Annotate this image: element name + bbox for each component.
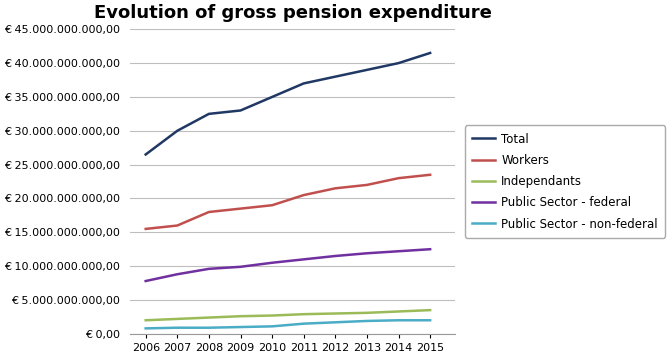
Total: [331, 75, 340, 79]
Workers: [300, 193, 308, 197]
Independants: [236, 314, 244, 318]
Line: Total: Total: [146, 53, 430, 155]
Independants: [173, 317, 181, 321]
Total: [395, 61, 403, 65]
Total: [300, 81, 308, 86]
Public Sector - non-federal: [426, 318, 434, 322]
Public Sector - non-federal: [236, 325, 244, 329]
Line: Public Sector - non-federal: Public Sector - non-federal: [146, 320, 430, 328]
Public Sector - federal: [205, 267, 213, 271]
Workers: [268, 203, 276, 207]
Public Sector - non-federal: [173, 326, 181, 330]
Independants: [395, 309, 403, 313]
Public Sector - non-federal: [205, 326, 213, 330]
Public Sector - federal: [236, 265, 244, 269]
Workers: [331, 186, 340, 190]
Public Sector - non-federal: [363, 319, 371, 323]
Public Sector - federal: [142, 279, 150, 283]
Line: Public Sector - federal: Public Sector - federal: [146, 249, 430, 281]
Independants: [142, 318, 150, 322]
Public Sector - federal: [300, 257, 308, 262]
Workers: [236, 206, 244, 211]
Total: [268, 95, 276, 99]
Total: [236, 108, 244, 112]
Public Sector - non-federal: [268, 324, 276, 328]
Workers: [142, 227, 150, 231]
Workers: [173, 223, 181, 228]
Workers: [205, 210, 213, 214]
Public Sector - non-federal: [395, 318, 403, 322]
Public Sector - federal: [426, 247, 434, 251]
Total: [142, 152, 150, 157]
Title: Evolution of gross pension expenditure: Evolution of gross pension expenditure: [94, 4, 492, 22]
Workers: [395, 176, 403, 180]
Public Sector - non-federal: [300, 322, 308, 326]
Total: [173, 129, 181, 133]
Workers: [363, 183, 371, 187]
Independants: [426, 308, 434, 312]
Line: Independants: Independants: [146, 310, 430, 320]
Independants: [205, 316, 213, 320]
Independants: [268, 313, 276, 318]
Independants: [331, 311, 340, 316]
Total: [205, 112, 213, 116]
Total: [363, 68, 371, 72]
Workers: [426, 173, 434, 177]
Public Sector - non-federal: [331, 320, 340, 325]
Line: Workers: Workers: [146, 175, 430, 229]
Public Sector - federal: [331, 254, 340, 258]
Public Sector - non-federal: [142, 326, 150, 331]
Independants: [363, 311, 371, 315]
Total: [426, 51, 434, 55]
Independants: [300, 312, 308, 316]
Public Sector - federal: [268, 261, 276, 265]
Public Sector - federal: [395, 249, 403, 253]
Public Sector - federal: [173, 272, 181, 276]
Legend: Total, Workers, Independants, Public Sector - federal, Public Sector - non-feder: Total, Workers, Independants, Public Sec…: [464, 125, 665, 238]
Public Sector - federal: [363, 251, 371, 255]
